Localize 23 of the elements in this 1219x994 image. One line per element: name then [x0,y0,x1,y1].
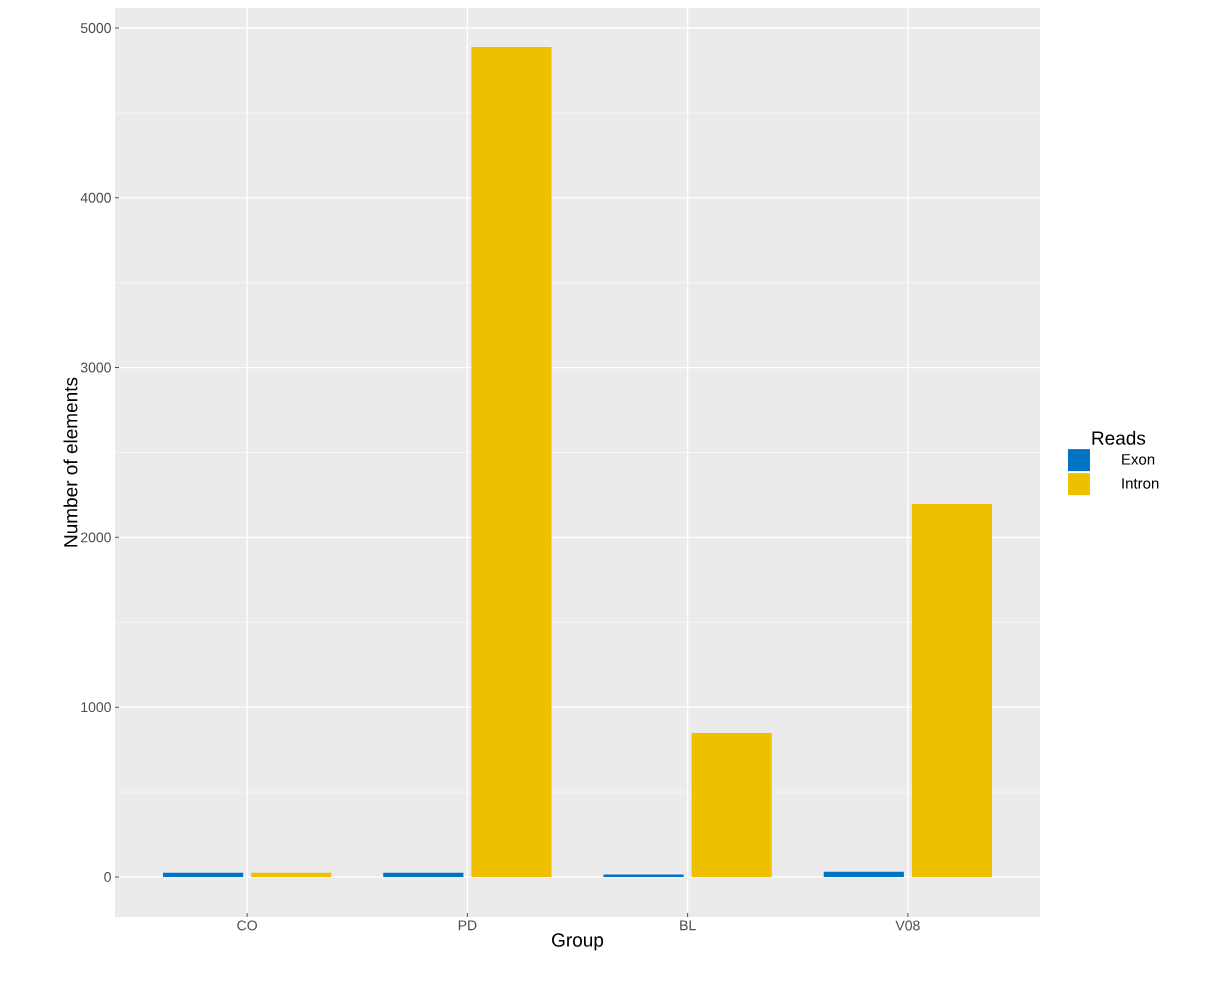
y-tick-label: 1000 [81,702,111,713]
legend-label: Exon [1122,454,1155,465]
bar [471,47,552,877]
y-axis-title: Number of elements [63,377,78,547]
bar [163,872,244,877]
bar [823,871,904,877]
bar [251,872,332,877]
x-tick-label: PD [458,920,477,931]
x-tick-label: BL [680,920,696,931]
y-tick-label: 5000 [80,23,111,33]
y-tick-label: 2000 [81,532,111,543]
legend-title: Reads [1092,430,1146,445]
x-tick-label: CO [237,920,257,931]
bar [911,503,992,877]
y-tick-label: 4000 [80,192,111,203]
x-axis-title: Group [552,933,604,951]
bar [691,732,772,877]
x-tick-label: V08 [895,920,920,931]
bar [603,874,684,877]
y-tick-label: 0 [104,871,111,882]
legend-label: Intron [1122,478,1159,489]
y-tick-label: 3000 [80,362,111,373]
bar [383,872,464,877]
